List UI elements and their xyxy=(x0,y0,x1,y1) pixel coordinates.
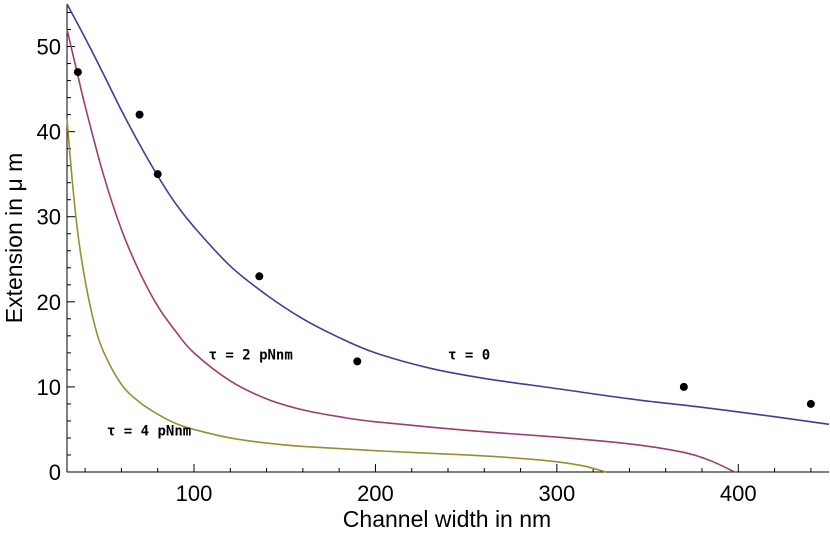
x-tick-label: 400 xyxy=(720,481,757,506)
data-point xyxy=(353,357,362,366)
data-point xyxy=(679,382,688,391)
y-tick-label: 30 xyxy=(37,205,61,230)
curves xyxy=(66,3,830,473)
data-points xyxy=(73,68,815,408)
x-tick-label: 300 xyxy=(538,481,575,506)
y-tick-label: 40 xyxy=(37,120,61,145)
curve-annotation: τ = 2 pNnm xyxy=(209,348,293,364)
axes: 100 200 300 400 0 10 20 30 40 50 xyxy=(37,4,829,506)
y-tick-label: 0 xyxy=(49,460,61,485)
curve-annotation: τ = 4 pNnm xyxy=(107,423,191,439)
y-tick-label: 20 xyxy=(37,290,61,315)
curve-tau-0 xyxy=(66,3,830,426)
curve-tau-4 xyxy=(66,118,607,473)
data-point xyxy=(73,68,82,77)
curve-tau-2 xyxy=(66,29,735,473)
data-point xyxy=(255,272,264,281)
y-tick-label: 10 xyxy=(37,375,61,400)
y-tick-label: 50 xyxy=(37,35,61,60)
data-point xyxy=(806,399,815,408)
x-axis-label: Channel width in nm xyxy=(343,506,551,532)
data-point xyxy=(135,110,144,119)
x-tick-label: 100 xyxy=(176,481,213,506)
data-point xyxy=(153,170,162,179)
curve-annotation: τ = 0 xyxy=(448,348,490,364)
y-axis-label: Extension in μ m xyxy=(1,153,27,324)
x-tick-label: 200 xyxy=(357,481,394,506)
annotations: τ = 0 τ = 2 pNnm τ = 4 pNnm xyxy=(107,348,490,440)
